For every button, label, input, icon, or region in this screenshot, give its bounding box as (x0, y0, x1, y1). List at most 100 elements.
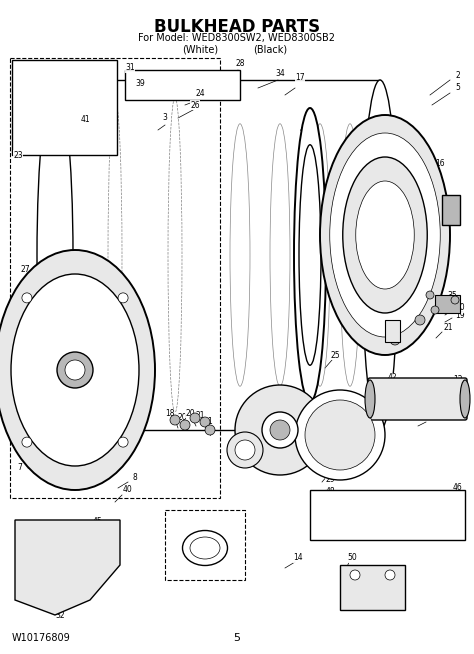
Text: 5: 5 (234, 633, 240, 643)
Circle shape (190, 413, 200, 423)
Circle shape (118, 293, 128, 303)
Text: (Black): (Black) (253, 44, 287, 54)
Circle shape (451, 296, 459, 304)
Circle shape (235, 440, 255, 460)
Ellipse shape (356, 181, 414, 289)
Text: 7: 7 (18, 464, 22, 472)
Circle shape (390, 335, 400, 345)
Text: 40: 40 (123, 485, 133, 494)
Text: 15: 15 (208, 553, 218, 562)
Text: 23: 23 (13, 150, 23, 160)
Ellipse shape (0, 250, 155, 490)
Text: 26: 26 (190, 101, 200, 109)
Text: 27: 27 (385, 245, 395, 254)
Text: 43: 43 (415, 320, 425, 330)
Text: 6: 6 (18, 447, 22, 456)
Circle shape (22, 437, 32, 447)
Bar (340, 565, 405, 610)
Text: 41: 41 (80, 116, 90, 124)
Bar (165, 510, 245, 580)
Ellipse shape (330, 133, 440, 337)
Text: BULKHEAD PARTS: BULKHEAD PARTS (154, 18, 320, 36)
Text: 12: 12 (453, 375, 463, 385)
Text: 29: 29 (425, 404, 435, 413)
Bar (10, 58, 220, 498)
Bar (435, 295, 460, 313)
Text: 29: 29 (325, 498, 335, 508)
Text: 20: 20 (455, 303, 465, 313)
Text: (White): (White) (182, 44, 218, 54)
Circle shape (262, 412, 298, 448)
Polygon shape (15, 520, 120, 615)
Text: 16: 16 (435, 158, 445, 167)
Text: 50: 50 (347, 553, 357, 562)
Text: 48: 48 (325, 487, 335, 496)
Text: 17: 17 (295, 73, 305, 82)
Circle shape (426, 291, 434, 299)
Ellipse shape (320, 115, 450, 355)
Text: 36: 36 (385, 307, 395, 317)
Circle shape (235, 385, 325, 475)
Text: 31: 31 (125, 63, 135, 73)
Text: 2: 2 (246, 407, 250, 417)
Text: 18: 18 (165, 409, 175, 419)
Text: 29: 29 (325, 475, 335, 485)
Text: 10: 10 (383, 320, 393, 330)
Circle shape (65, 360, 85, 380)
Circle shape (118, 437, 128, 447)
Circle shape (180, 420, 190, 430)
Circle shape (385, 570, 395, 580)
Text: 13: 13 (385, 383, 395, 392)
Text: 21: 21 (195, 411, 205, 421)
Ellipse shape (362, 80, 398, 430)
Text: 46: 46 (453, 483, 463, 492)
Text: 49: 49 (300, 126, 310, 135)
Text: 9: 9 (328, 464, 332, 472)
Text: 30: 30 (17, 385, 27, 394)
Text: 44: 44 (415, 390, 425, 400)
Text: 42: 42 (387, 373, 397, 383)
Text: 34: 34 (275, 69, 285, 78)
Text: 45: 45 (93, 517, 103, 526)
Circle shape (227, 432, 263, 468)
Text: 28: 28 (235, 58, 245, 67)
Text: 38: 38 (387, 394, 397, 402)
Text: For Model: WED8300SW2, WED8300SB2: For Model: WED8300SW2, WED8300SB2 (138, 33, 336, 43)
Text: W10176809: W10176809 (12, 633, 71, 643)
Text: 32: 32 (55, 610, 65, 619)
Text: 22: 22 (453, 390, 463, 400)
Text: 3: 3 (163, 114, 167, 122)
Text: 11: 11 (353, 570, 363, 579)
Circle shape (200, 417, 210, 427)
Ellipse shape (37, 80, 73, 430)
Text: 35: 35 (447, 290, 457, 300)
Ellipse shape (365, 380, 375, 418)
Bar (12, 60, 117, 155)
Text: 19: 19 (455, 311, 465, 320)
Circle shape (295, 390, 385, 480)
Text: 39: 39 (135, 78, 145, 88)
Text: 27: 27 (20, 266, 30, 275)
FancyBboxPatch shape (368, 378, 467, 420)
Text: 8: 8 (133, 473, 137, 483)
Ellipse shape (460, 380, 470, 418)
Circle shape (350, 570, 360, 580)
Text: 47: 47 (427, 413, 437, 422)
Text: 1: 1 (208, 417, 212, 426)
Bar (310, 490, 465, 540)
Ellipse shape (343, 157, 427, 313)
Text: 24: 24 (195, 88, 205, 97)
Text: 33: 33 (390, 290, 400, 300)
Bar (442, 195, 460, 225)
Text: 43: 43 (387, 337, 397, 347)
Circle shape (305, 400, 375, 470)
Circle shape (57, 352, 93, 388)
Circle shape (431, 306, 439, 314)
Ellipse shape (11, 274, 139, 466)
Circle shape (22, 293, 32, 303)
Text: 21: 21 (443, 324, 453, 332)
Text: 20: 20 (177, 413, 187, 422)
Text: 37: 37 (243, 436, 253, 445)
Circle shape (415, 315, 425, 325)
Circle shape (205, 425, 215, 435)
